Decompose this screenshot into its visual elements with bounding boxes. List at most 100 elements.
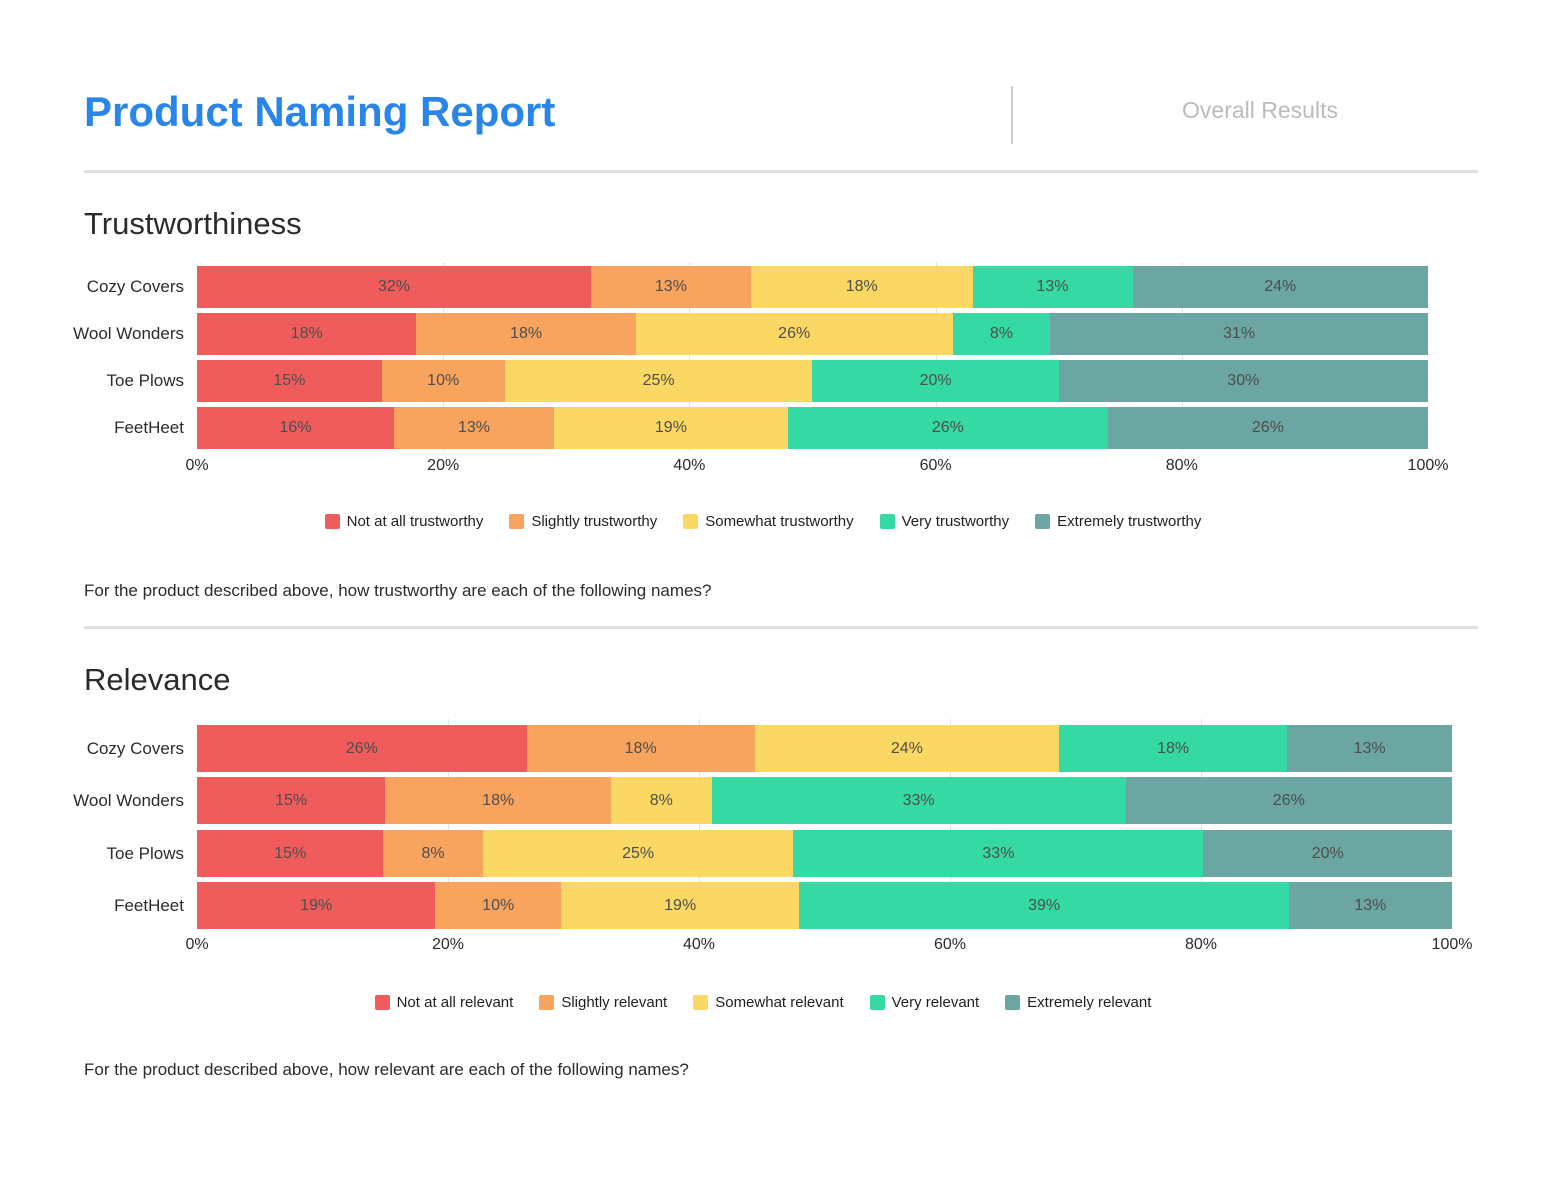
legend-swatch xyxy=(879,514,895,529)
bar-segment[interactable]: 19% xyxy=(560,882,800,929)
bar-segment[interactable]: 19% xyxy=(197,882,436,929)
bar-segment[interactable]: 33% xyxy=(711,777,1126,824)
bar-segment[interactable]: 26% xyxy=(1107,407,1428,449)
bar-value-label: 26% xyxy=(778,325,811,342)
legend-item[interactable]: Somewhat trustworthy xyxy=(683,513,854,530)
bar-segment[interactable]: 13% xyxy=(1287,725,1452,772)
bar-segment[interactable]: 33% xyxy=(793,830,1204,877)
bar-value-label: 8% xyxy=(421,844,445,862)
legend: Not at all relevant Slightly relevant Some… xyxy=(84,994,1442,1011)
legend-label: Somewhat trustworthy xyxy=(705,513,854,530)
axis-tick-label: 20% xyxy=(427,457,460,474)
bar-segment[interactable]: 18% xyxy=(526,725,755,772)
bar-value-label: 15% xyxy=(274,844,307,862)
bar-segment[interactable]: 26% xyxy=(1125,777,1452,824)
legend-swatch xyxy=(1005,995,1021,1010)
axis-tick-label: 40% xyxy=(682,936,716,953)
bar-segment[interactable]: 18% xyxy=(750,266,973,308)
bar-segment[interactable]: 18% xyxy=(385,777,612,824)
bar-row: 19% 10% 19% 39% 13% xyxy=(197,882,1452,929)
legend-item[interactable]: Not at all trustworthy xyxy=(324,513,483,530)
bar-value-label: 19% xyxy=(300,896,333,914)
legend-item[interactable]: Very relevant xyxy=(869,994,979,1011)
bar-segment[interactable]: 13% xyxy=(590,266,751,308)
category-label: Toe Plows xyxy=(106,371,184,390)
bar-segment[interactable]: 15% xyxy=(197,360,382,402)
legend-label: Slightly relevant xyxy=(561,994,668,1011)
legend-label: Slightly trustworthy xyxy=(531,513,658,530)
bar-value-label: 33% xyxy=(902,791,935,809)
question-text-trustworthiness: For the product described above, how tru… xyxy=(84,581,712,600)
legend-item[interactable]: Extremely relevant xyxy=(1005,994,1151,1011)
legend-item[interactable]: Slightly relevant xyxy=(539,994,667,1011)
bar-segment[interactable]: 18% xyxy=(416,313,636,355)
category-label: Cozy Covers xyxy=(86,277,184,296)
bar-value-label: 24% xyxy=(890,739,923,757)
bar-segment[interactable]: 8% xyxy=(383,830,483,877)
bar-segment[interactable]: 26% xyxy=(635,313,953,355)
bar-value-label: 20% xyxy=(1311,844,1344,862)
bar-segment[interactable]: 15% xyxy=(197,830,384,877)
category-label: Toe Plows xyxy=(106,844,184,863)
bar-segment[interactable]: 20% xyxy=(1203,830,1452,877)
bar-value-label: 26% xyxy=(1251,419,1284,436)
bar-segment[interactable]: 13% xyxy=(1288,882,1452,929)
category-label: Wool Wonders xyxy=(73,324,184,343)
axis-tick-label: 60% xyxy=(933,936,967,953)
bar-segment[interactable]: 31% xyxy=(1050,313,1428,355)
legend-swatch xyxy=(869,995,885,1010)
bar-segment[interactable]: 8% xyxy=(952,313,1051,355)
bar-segment[interactable]: 16% xyxy=(197,407,394,449)
bar-value-label: 13% xyxy=(1036,278,1069,295)
bar-segment[interactable]: 18% xyxy=(1059,725,1288,772)
category-label: Wool Wonders xyxy=(73,791,184,810)
bar-value-label: 13% xyxy=(654,278,687,295)
grid-line xyxy=(689,262,691,451)
bar-segment[interactable]: 19% xyxy=(553,407,788,449)
bar-value-label: 31% xyxy=(1223,325,1256,342)
section-divider xyxy=(84,626,1478,629)
bar-segment[interactable]: 18% xyxy=(197,313,417,355)
bar-segment[interactable]: 39% xyxy=(799,882,1289,929)
legend-swatch xyxy=(683,514,699,529)
bar-value-label: 18% xyxy=(624,739,657,757)
bar-segment[interactable]: 25% xyxy=(482,830,794,877)
legend-item[interactable]: Somewhat relevant xyxy=(693,994,844,1011)
bar-segment[interactable]: 25% xyxy=(504,360,813,402)
bar-segment[interactable]: 32% xyxy=(197,266,591,308)
bar-segment[interactable]: 10% xyxy=(435,882,561,929)
bar-segment[interactable]: 15% xyxy=(197,777,386,824)
axis-tick-label: 60% xyxy=(919,457,952,474)
bar-row: 15% 18% 8% 33% 26% xyxy=(197,777,1452,824)
grid-line xyxy=(448,719,449,930)
bar-segment[interactable]: 10% xyxy=(381,360,505,402)
bar-value-label: 13% xyxy=(1354,896,1387,914)
legend-item[interactable]: Slightly trustworthy xyxy=(509,513,657,530)
bar-value-label: 18% xyxy=(482,791,515,809)
bar-value-label: 15% xyxy=(273,372,306,389)
bar-segment[interactable]: 24% xyxy=(754,725,1059,772)
bar-segment[interactable]: 26% xyxy=(787,407,1108,449)
bar-segment[interactable]: 24% xyxy=(1132,266,1428,308)
axis-tick-label: 40% xyxy=(673,457,706,474)
legend-item[interactable]: Very trustworthy xyxy=(879,513,1009,530)
legend-swatch xyxy=(324,514,340,529)
legend-label: Extremely trustworthy xyxy=(1057,513,1202,530)
category-label: FeetHeet xyxy=(114,418,184,437)
overall-results-label: Overall Results xyxy=(1182,97,1338,123)
grid-line xyxy=(950,719,951,930)
bar-segment[interactable]: 30% xyxy=(1058,360,1428,402)
axis-tick-label: 80% xyxy=(1165,457,1198,474)
axis-tick-label: 100% xyxy=(1431,936,1473,953)
legend-item[interactable]: Not at all relevant xyxy=(374,994,513,1011)
bar-value-label: 26% xyxy=(1272,791,1305,809)
bar-segment[interactable]: 20% xyxy=(812,360,1059,402)
legend-item[interactable]: Extremely trustworthy xyxy=(1035,513,1201,530)
bar-segment[interactable]: 13% xyxy=(393,407,554,449)
bar-segment[interactable]: 26% xyxy=(197,725,527,772)
chart-trustworthiness: 32% 13% 18% 13% 24% Cozy Covers 18% 18% 26% 8% 31%… xyxy=(73,262,1448,474)
bar-segment[interactable]: 8% xyxy=(611,777,712,824)
legend: Not at all trustworthy Slightly trustwort… xyxy=(84,513,1442,530)
bar-segment[interactable]: 13% xyxy=(972,266,1133,308)
